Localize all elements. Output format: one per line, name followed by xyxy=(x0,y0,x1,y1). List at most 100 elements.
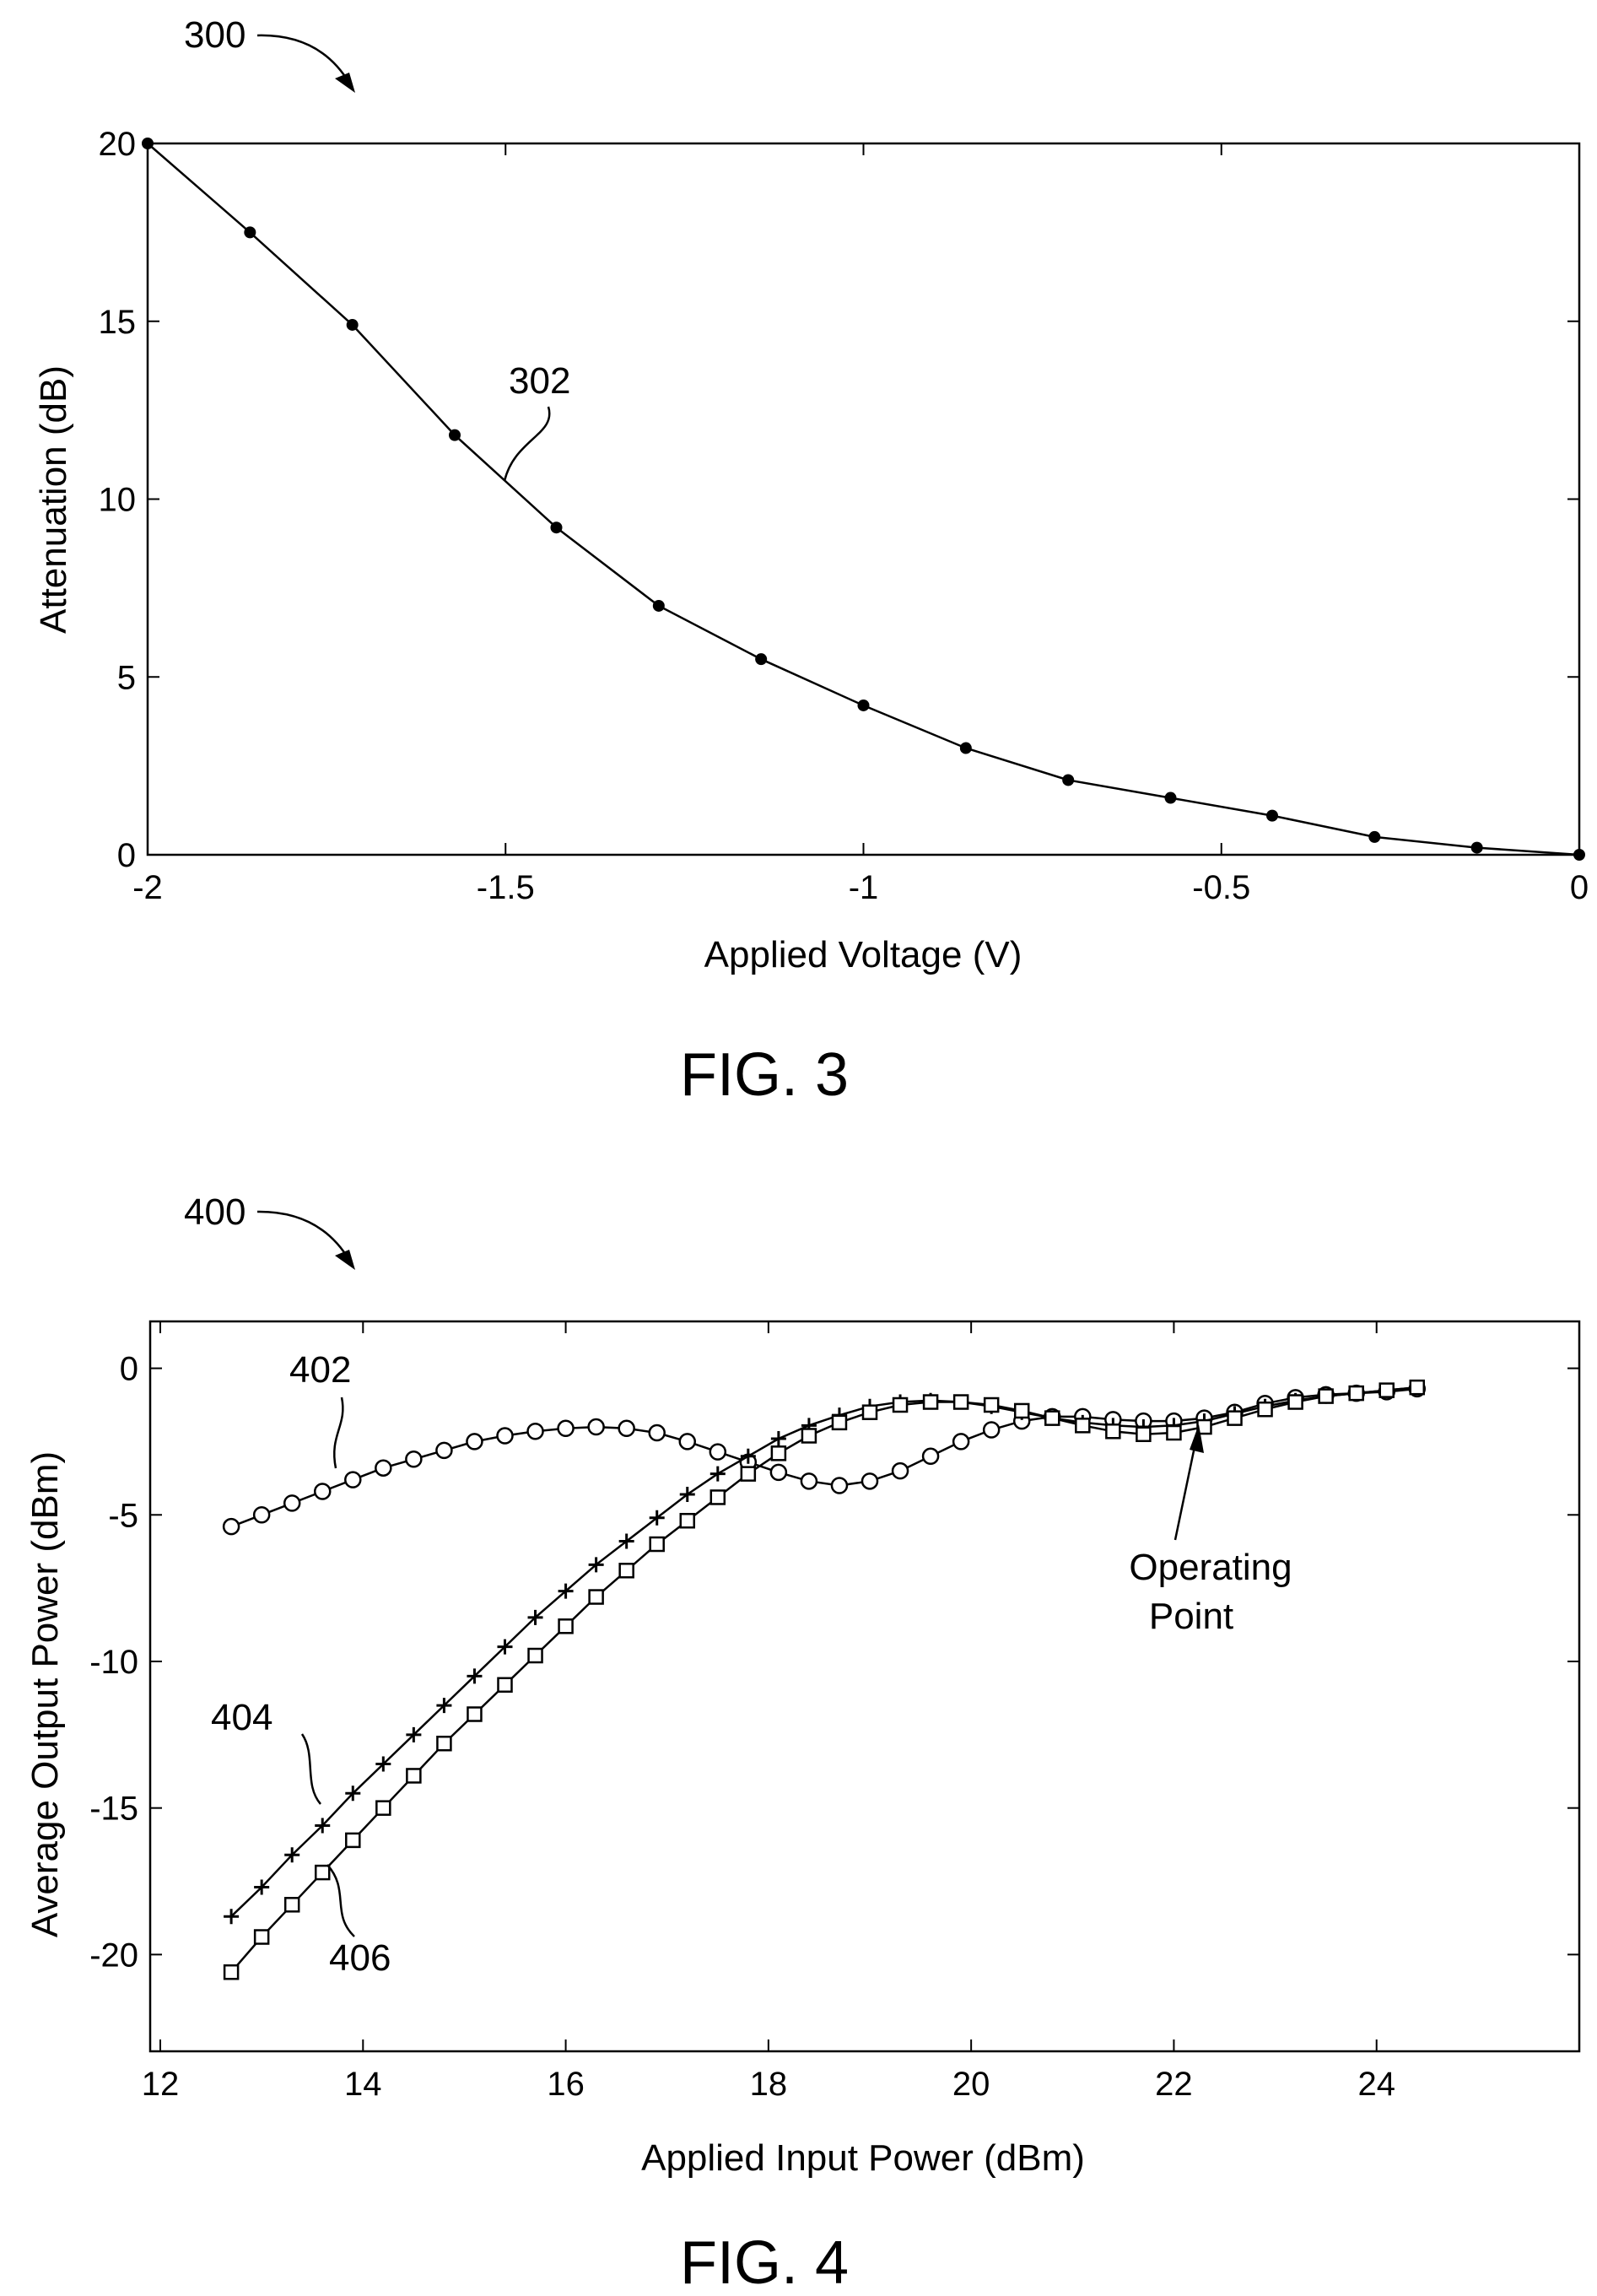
fig4-series-402-point xyxy=(435,1441,453,1460)
fig4-series-406-point xyxy=(1378,1382,1395,1398)
fig3-y-tick-label: 15 xyxy=(99,304,137,341)
fig4-plot-frame xyxy=(148,1320,1581,2053)
fig4-series-402-point xyxy=(800,1472,818,1490)
fig4-y-axis-label: Average Output Power (dBm) xyxy=(24,1451,66,1937)
fig4-series-406-point xyxy=(1287,1394,1303,1410)
fig4-series-404-point xyxy=(284,1847,300,1863)
fig4-y-tick-label: -15 xyxy=(89,1791,138,1828)
fig4-series-406-point xyxy=(740,1466,757,1482)
fig3-series-302-point xyxy=(755,653,768,666)
fig3-series-302-point xyxy=(346,318,359,331)
fig4-reference-arrowhead xyxy=(335,1250,355,1270)
fig3-series-302-point xyxy=(244,226,256,239)
fig4-series-406-point xyxy=(253,1929,270,1945)
fig4-series-404-point xyxy=(224,1909,240,1925)
fig4-series-402-point xyxy=(344,1471,362,1488)
fig3-series-302-point xyxy=(449,429,461,441)
fig4-series-402-point xyxy=(678,1433,697,1451)
fig4-series-406-point xyxy=(558,1618,574,1634)
fig4-series-406-point xyxy=(314,1864,331,1881)
fig3-y-axis: 0 5 10 15 20 xyxy=(99,126,1579,874)
fig4-x-tick-label: 16 xyxy=(547,2066,585,2103)
fig4-y-tick-label: -5 xyxy=(108,1497,138,1534)
fig4-chart: 400 12 14 16 18 20 22 24 0 -5 -10 -15 -20 Applied … xyxy=(24,1191,1581,2296)
fig4-series-402-point xyxy=(375,1459,392,1477)
fig4-series-404-point xyxy=(345,1785,361,1802)
fig4-series-406-point xyxy=(588,1589,604,1605)
fig4-series-402-point xyxy=(557,1419,575,1438)
fig4-y-tick-label: -20 xyxy=(89,1937,138,1974)
fig3-x-axis-label: Applied Voltage (V) xyxy=(704,934,1022,975)
fig3-series-group xyxy=(142,138,1585,861)
fig4-series-406-point xyxy=(1409,1379,1426,1396)
fig4-y-axis: 0 -5 -10 -15 -20 xyxy=(89,1351,1579,1974)
fig4-series-402-point xyxy=(618,1419,635,1438)
fig4-series-402-point xyxy=(466,1433,483,1451)
fig4-series-406-point xyxy=(618,1563,634,1579)
fig3-y-axis-label: Attenuation (dB) xyxy=(33,365,74,634)
fig4-series-402-point xyxy=(283,1494,301,1512)
fig3-series-302-point xyxy=(857,699,870,711)
fig4-series-404-point xyxy=(467,1668,483,1684)
fig4-series-406-point xyxy=(345,1832,361,1849)
fig4-series-406-point xyxy=(1075,1418,1091,1434)
fig4-series-406-point xyxy=(892,1397,909,1413)
fig3-series-302-point xyxy=(550,521,563,534)
fig4-series-406-point xyxy=(861,1404,878,1420)
fig4-reference-arrow xyxy=(256,1210,352,1262)
fig3-series-302-line xyxy=(147,143,1580,856)
fig4-operating-point-label-line2: Point xyxy=(1149,1596,1233,1637)
fig4-series-402-point xyxy=(313,1483,332,1500)
fig4-series-406-point xyxy=(1348,1385,1364,1402)
fig3-series-302-point xyxy=(1062,774,1075,786)
fig4-series-406-point xyxy=(1257,1401,1273,1418)
fig3-reference-number: 300 xyxy=(184,14,245,56)
fig4-series-406-point xyxy=(770,1445,787,1461)
fig4-y-tick-label: -10 xyxy=(89,1644,138,1681)
fig4-series-404-point xyxy=(770,1430,786,1446)
fig4-series-404-point xyxy=(740,1448,756,1464)
fig4-series-402-point xyxy=(222,1517,240,1536)
fig3-x-tick-label: -0.5 xyxy=(1192,869,1250,906)
fig3-reference-arrow xyxy=(256,34,352,85)
fig3-chart: 300 -2 -1.5 -1 -0.5 0 0 5 10 15 20 Applied Volta… xyxy=(33,14,1589,1109)
fig4-operating-point-label-line1: Operating xyxy=(1129,1547,1292,1588)
fig3-y-tick-label: 10 xyxy=(99,482,137,519)
fig4-x-tick-label: 20 xyxy=(952,2066,990,2103)
fig4-series-402-line xyxy=(230,1387,1417,1528)
fig4-series-402-point xyxy=(252,1506,271,1524)
fig4-series-406-point xyxy=(983,1397,1000,1413)
fig4-series-406-point xyxy=(436,1735,452,1752)
fig4-series-404-point xyxy=(588,1557,604,1573)
fig4-series-404-point xyxy=(709,1466,726,1482)
fig4-curve-404-reference-number: 404 xyxy=(211,1697,272,1738)
fig4-curve-404-leader-line xyxy=(300,1733,321,1805)
fig4-series-406-point xyxy=(1196,1418,1212,1435)
fig4-series-402-point xyxy=(861,1472,879,1490)
fig3-y-tick-label: 0 xyxy=(117,837,136,874)
fig4-operating-point-arrow xyxy=(1173,1438,1198,1541)
fig4-series-406-point xyxy=(406,1768,422,1784)
fig4-x-axis: 12 14 16 18 20 22 24 xyxy=(142,1321,1395,2103)
fig4-series-402-point xyxy=(709,1443,727,1461)
fig4-series-404-point xyxy=(375,1756,391,1772)
fig3-x-tick-label: -1 xyxy=(849,869,879,906)
fig4-x-tick-label: 14 xyxy=(344,2066,382,2103)
fig4-curve-402-leader-line xyxy=(333,1397,344,1469)
fig4-series-402-point xyxy=(648,1424,666,1442)
fig3-plot-frame xyxy=(146,142,1581,856)
fig3-y-tick-label: 5 xyxy=(117,659,136,696)
fig4-x-tick-label: 24 xyxy=(1357,2066,1395,2103)
fig3-x-tick-label: 0 xyxy=(1570,869,1589,906)
fig4-series-402-point xyxy=(526,1423,544,1440)
fig3-series-302-point xyxy=(959,742,972,754)
fig4-series-406-point xyxy=(497,1677,513,1694)
fig4-curve-406-leader-line xyxy=(326,1864,355,1937)
fig3-series-302-point xyxy=(142,138,154,149)
fig3-series-302-point xyxy=(1470,841,1483,854)
fig3-series-302-point xyxy=(652,599,665,612)
fig4-series-404-line xyxy=(230,1386,1417,1918)
fig3-curve-leader-line xyxy=(503,406,551,482)
fig4-series-404-point xyxy=(558,1583,574,1599)
fig3-y-tick-label: 20 xyxy=(99,126,137,163)
